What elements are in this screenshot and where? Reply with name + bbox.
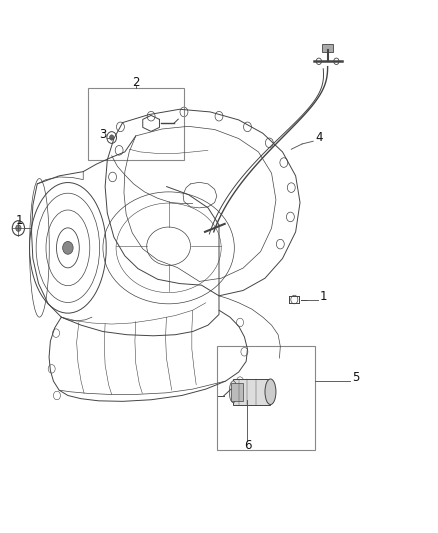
Bar bbox=[88, 88, 184, 160]
Text: 3: 3 bbox=[99, 128, 106, 141]
Circle shape bbox=[16, 225, 21, 231]
Bar bbox=[231, 383, 244, 401]
Text: 4: 4 bbox=[315, 131, 323, 144]
Text: 1: 1 bbox=[15, 214, 23, 227]
Ellipse shape bbox=[265, 379, 276, 405]
Ellipse shape bbox=[230, 381, 237, 402]
Circle shape bbox=[110, 135, 114, 140]
Bar bbox=[233, 379, 270, 405]
Text: 6: 6 bbox=[244, 439, 251, 451]
Text: 5: 5 bbox=[353, 371, 360, 384]
Bar bbox=[217, 346, 315, 450]
Circle shape bbox=[63, 241, 73, 254]
Text: 1: 1 bbox=[319, 290, 327, 303]
Text: 2: 2 bbox=[132, 76, 140, 89]
Bar bbox=[322, 44, 333, 52]
